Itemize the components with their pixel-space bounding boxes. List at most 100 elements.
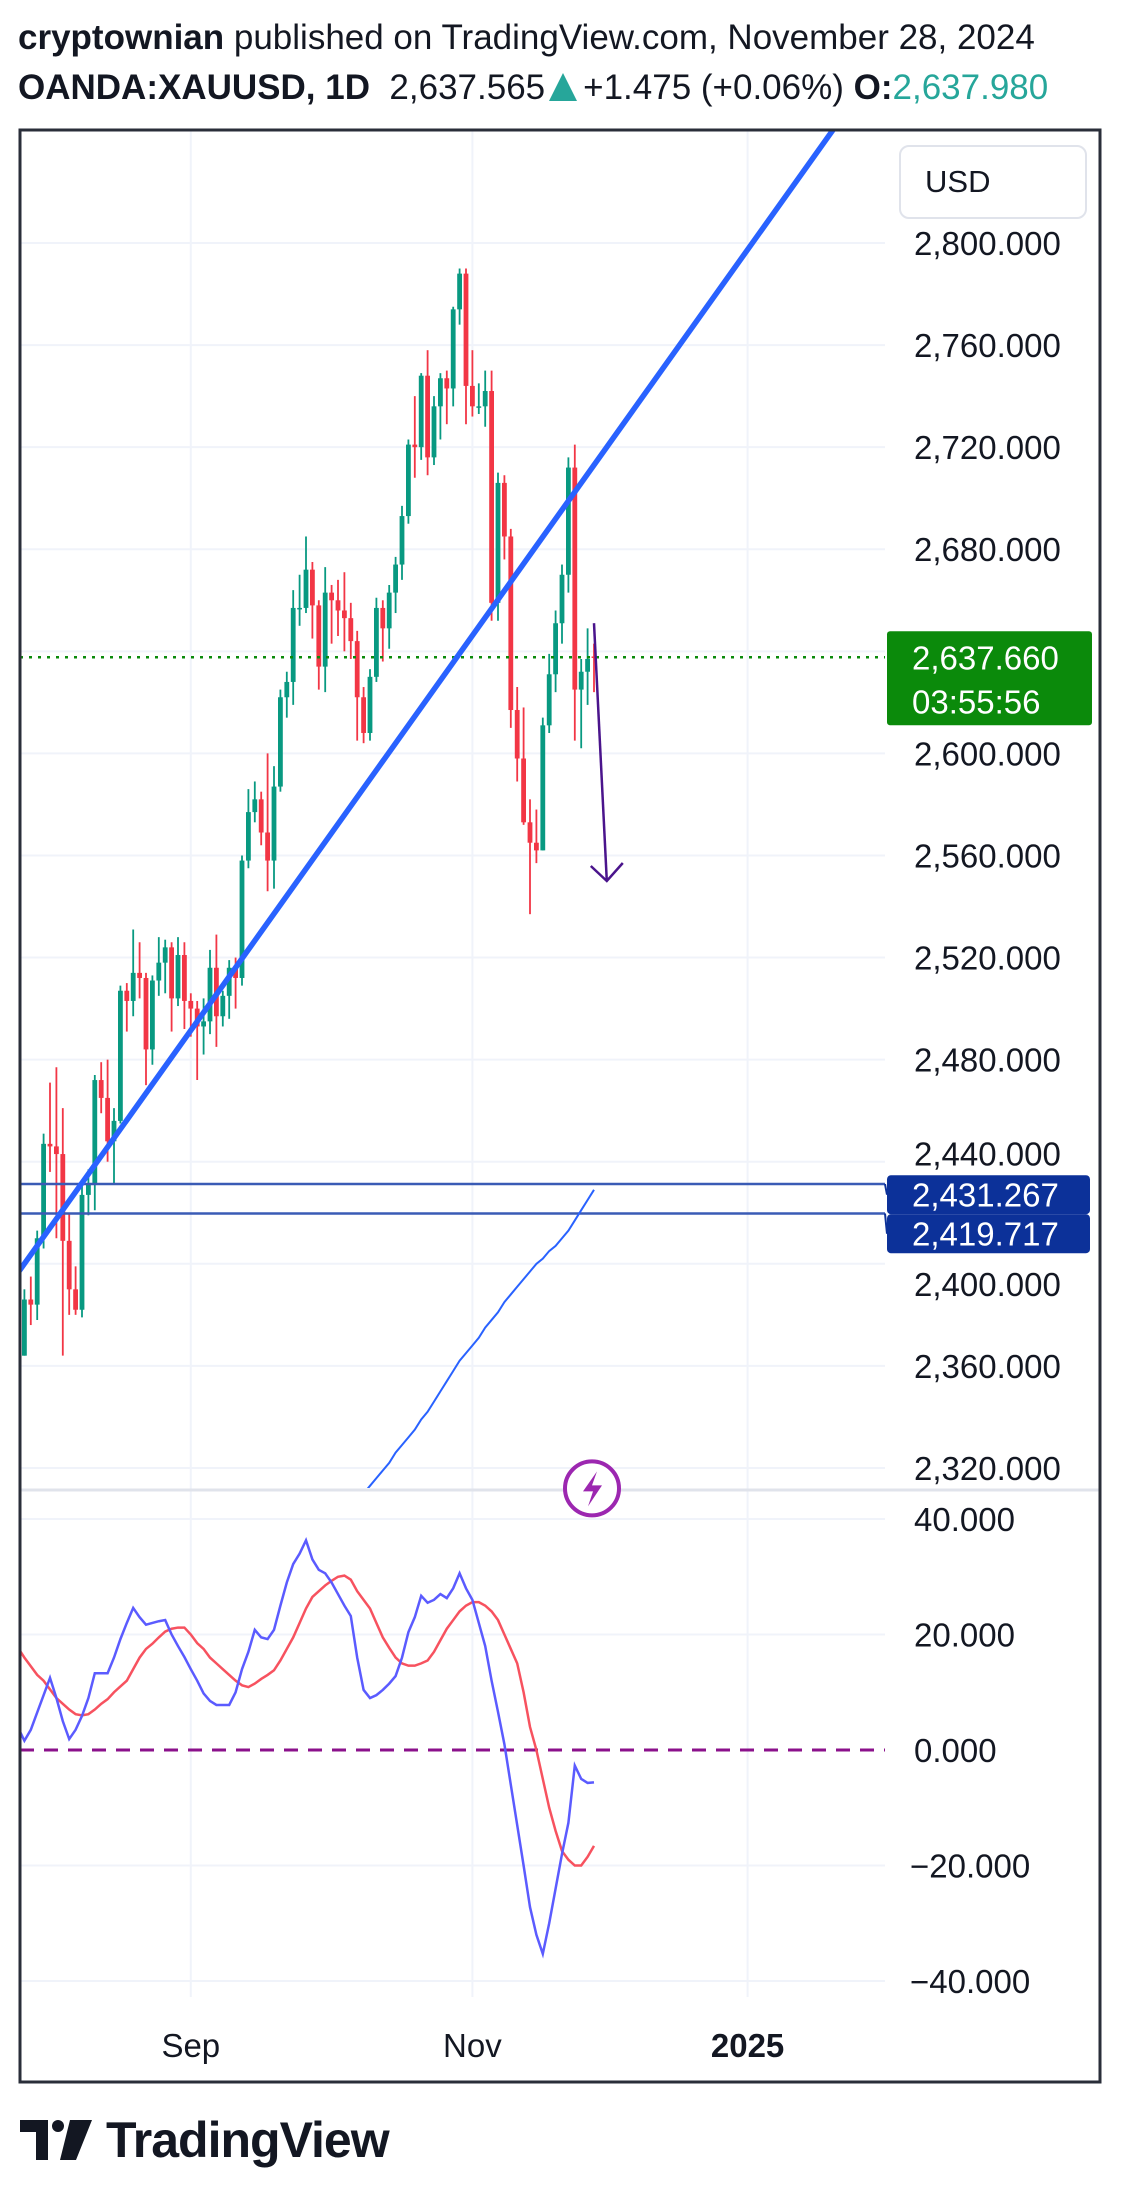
candle-body [578,671,584,690]
candle-body [374,607,379,677]
candle-body [585,658,590,672]
candle [540,717,546,851]
level-price-badge [887,1214,1090,1254]
price-axis-label: 2,480.000 [914,1042,1061,1079]
arrow-line [592,623,609,882]
last-price-badge [887,631,1092,726]
candle [399,505,405,580]
currency-button[interactable]: USD [899,145,1087,219]
candle-body [105,1097,110,1142]
candle [22,1289,27,1356]
candle-body [278,697,283,787]
price-axis-label: 2,760.000 [914,327,1061,364]
candle-body [418,375,424,448]
candle-body [521,758,526,823]
candle [450,306,456,407]
symbol-info: OANDA:XAUUSD, 1D 2,637.565 +1.475 (+0.06%… [18,66,1122,110]
candle-body [482,391,488,407]
oscillator-fast-line [20,1537,595,1959]
candle [354,630,360,741]
price-change: +1.475 (+0.06%) [583,68,844,107]
candle-body [252,799,258,813]
oscillator-axis-label: 0.000 [914,1732,997,1769]
open-label: O: [853,68,893,107]
grid [20,130,885,1997]
candle-body [207,967,213,1022]
open-value: 2,637.980 [892,68,1049,107]
author-name[interactable]: cryptownian [18,18,225,57]
candle [290,590,296,705]
oscillator-axis-label: 40.000 [914,1501,1015,1538]
candle [252,781,258,823]
oscillator-slow-line [20,1574,596,1867]
candle [322,567,328,693]
candle [92,1074,98,1211]
candle-body [534,842,539,851]
candle-body [502,482,507,537]
candle [310,562,315,639]
candle [431,396,437,466]
candle [380,600,386,662]
candle-body [290,607,296,682]
candle-body [233,967,238,978]
candle [137,942,142,999]
candle [418,373,424,460]
candle [546,653,552,733]
candle [124,983,130,1032]
candle [303,536,309,614]
candle [508,528,514,728]
candle [73,1266,78,1315]
candle [527,799,533,915]
candle-body [591,656,597,658]
candle-body [329,592,334,601]
candles [9,268,597,1356]
tradingview-wordmark: TradingView [106,2112,390,2168]
candle [463,268,469,425]
candle-body [559,574,565,624]
candle-body [150,980,155,1050]
candle-body [258,799,264,833]
candle [265,753,270,892]
candle [220,990,226,1027]
candle [47,1082,53,1172]
candle [271,766,277,889]
price-axis-label: 2,720.000 [914,429,1061,466]
chart-frame [18,128,1102,2084]
candle [425,350,430,476]
candle-body [73,1289,78,1310]
candle-body [175,955,181,999]
candle-body [66,1240,72,1290]
candle-body [182,955,187,1001]
candle [393,556,398,614]
lightning-alert-icon[interactable] [563,1459,621,1518]
candle-body [124,990,130,1001]
candle [374,597,379,682]
candle [578,658,584,749]
candle-body [457,273,462,310]
candle [457,268,462,325]
candle-body [9,1241,14,1272]
candle-body [169,947,174,999]
price-axis-label: 2,360.000 [914,1348,1061,1385]
candle [591,643,597,693]
candle [386,584,392,649]
candle-body [367,676,373,733]
candle-body [322,592,328,667]
candle-body [86,1184,91,1195]
symbol-name: OANDA:XAUUSD, 1D [18,68,370,107]
candle [444,370,450,425]
candle-body [380,607,386,629]
oscillator-axis-label: −20.000 [910,1848,1030,1885]
price-axis-label: 2,320.000 [914,1450,1061,1487]
candle-body [143,977,149,1050]
candle [297,574,302,626]
candle-body [226,967,232,996]
candle [335,579,341,637]
candle [553,610,558,693]
candle [239,855,245,986]
last-price-label: 2,637.660 [912,639,1059,676]
candle [207,949,213,1035]
candle-body [354,641,360,698]
